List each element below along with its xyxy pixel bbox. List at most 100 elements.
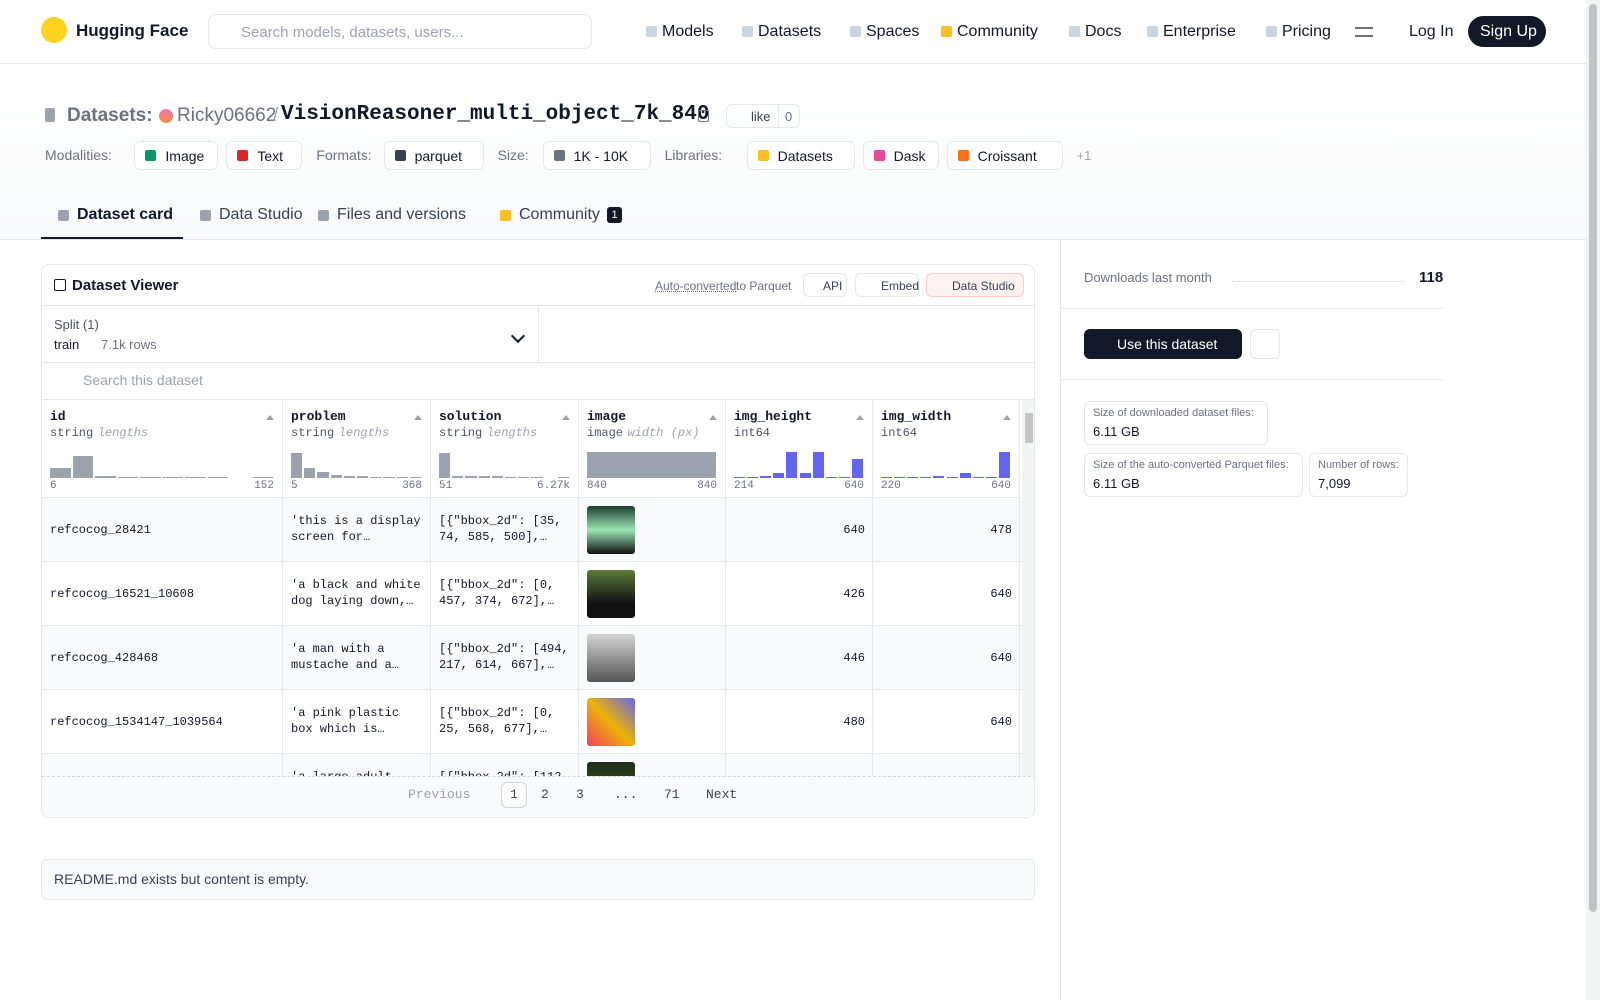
menu-icon[interactable] bbox=[1355, 27, 1373, 37]
column-header[interactable]: id string lengths 6 152 bbox=[42, 400, 283, 498]
viewer-button[interactable]: Embed bbox=[855, 273, 919, 297]
table-row[interactable] bbox=[42, 626, 1022, 690]
column-header[interactable]: solution string lengths 51 6.27k bbox=[431, 400, 579, 498]
scrollbar-thumb[interactable] bbox=[1025, 413, 1033, 443]
cell[interactable]: 'a large adult bbox=[291, 769, 423, 776]
cell[interactable]: refcocog_16521_10608 bbox=[50, 587, 195, 601]
page-link[interactable]: Next bbox=[706, 787, 738, 802]
tag-label[interactable]: Dask bbox=[893, 148, 926, 164]
viewer-button-label[interactable]: Data Studio bbox=[952, 279, 1015, 293]
split-chevron[interactable] bbox=[510, 328, 526, 344]
split-value[interactable]: train bbox=[54, 337, 80, 352]
sort-icon[interactable] bbox=[266, 411, 274, 420]
tag[interactable]: Text bbox=[226, 141, 303, 170]
search-box[interactable]: Search models, datasets, users... bbox=[208, 14, 592, 49]
page-link[interactable]: Previous bbox=[408, 787, 471, 802]
search-placeholder[interactable]: Search models, datasets, users... bbox=[241, 24, 464, 41]
nav-link[interactable]: Spaces bbox=[866, 23, 920, 40]
owner[interactable]: Ricky06662 bbox=[177, 105, 277, 126]
tag[interactable]: Croissant bbox=[946, 141, 1063, 170]
sort-icon[interactable] bbox=[1003, 411, 1011, 420]
thumbnail[interactable] bbox=[587, 570, 635, 618]
tab[interactable]: Community bbox=[519, 206, 600, 223]
scrollbar-page-thumb[interactable] bbox=[1589, 4, 1597, 912]
tag[interactable]: parquet bbox=[383, 141, 484, 170]
tab[interactable]: Dataset card bbox=[77, 206, 174, 223]
cell[interactable]: [{"bbox_2d": [494, 217, 614, 667],… bbox=[439, 642, 569, 672]
thumbnail[interactable] bbox=[587, 698, 635, 746]
signup-label[interactable]: Sign Up bbox=[1480, 23, 1537, 40]
thumbnail[interactable] bbox=[587, 634, 635, 682]
tag-label[interactable]: Text bbox=[257, 148, 284, 164]
viewer-search[interactable]: Search this dataset bbox=[83, 372, 203, 388]
viewer-button-label[interactable]: Embed bbox=[881, 279, 920, 293]
cell[interactable]: [{"bbox_2d": [35, 74, 585, 500],… bbox=[439, 514, 562, 544]
table-row[interactable] bbox=[42, 498, 1022, 562]
cell[interactable]: 480 bbox=[843, 715, 865, 729]
table-row[interactable] bbox=[42, 754, 1022, 776]
cell[interactable]: [{"bbox_2d": [112, bbox=[439, 769, 571, 776]
auto-converted[interactable]: Auto-converted bbox=[655, 279, 737, 293]
viewer-button-label[interactable]: API bbox=[823, 279, 843, 293]
cell[interactable]: 640 bbox=[990, 715, 1012, 729]
column-header[interactable]: img_width int64 220 640 bbox=[873, 400, 1020, 498]
tag[interactable]: Image bbox=[134, 141, 219, 170]
nav-link[interactable]: Datasets bbox=[758, 23, 822, 40]
cell[interactable]: refcocog_28421 bbox=[50, 523, 151, 537]
like-button[interactable]: like 0 bbox=[726, 104, 800, 128]
cell[interactable]: refcocog_1534147_1039564 bbox=[50, 715, 223, 729]
sort-icon[interactable] bbox=[414, 411, 422, 420]
login[interactable]: Log In bbox=[1409, 23, 1454, 40]
cell[interactable]: 426 bbox=[843, 587, 865, 601]
nav-link[interactable]: Models bbox=[662, 23, 714, 40]
column-header[interactable]: problem string lengths 5 368 bbox=[283, 400, 431, 498]
cell[interactable]: 'a man with a mustache and a… bbox=[291, 642, 400, 672]
table-row[interactable] bbox=[42, 562, 1022, 626]
cell[interactable]: 'a black and white dog laying down,… bbox=[291, 578, 421, 608]
tag-label[interactable]: parquet bbox=[414, 148, 463, 164]
viewer-button[interactable]: Data Studio bbox=[926, 273, 1024, 297]
tab[interactable]: Data Studio bbox=[219, 206, 303, 223]
sort-icon[interactable] bbox=[709, 411, 717, 420]
copy-icon[interactable] bbox=[698, 110, 709, 122]
more-button[interactable] bbox=[1250, 329, 1280, 359]
thumbnail[interactable] bbox=[587, 762, 635, 776]
cell[interactable]: 640 bbox=[990, 651, 1012, 665]
like-label[interactable]: like bbox=[751, 109, 771, 124]
page-link[interactable]: 1 bbox=[501, 782, 527, 808]
signup-button[interactable]: Sign Up bbox=[1468, 16, 1546, 47]
tag-label[interactable]: 1K - 10K bbox=[573, 148, 629, 164]
column-header[interactable]: img_height int64 214 640 bbox=[726, 400, 873, 498]
cell[interactable]: [{"bbox_2d": [0, 25, 568, 677],… bbox=[439, 706, 555, 736]
cell[interactable]: [{"bbox_2d": [0, 457, 374, 672],… bbox=[439, 578, 555, 608]
nav-link[interactable]: Docs bbox=[1085, 23, 1122, 40]
sort-icon[interactable] bbox=[562, 411, 570, 420]
viewer-button[interactable]: API bbox=[803, 273, 847, 297]
thumbnail[interactable] bbox=[587, 506, 635, 554]
cell[interactable]: 640 bbox=[990, 587, 1012, 601]
tag[interactable]: 1K - 10K bbox=[542, 141, 651, 170]
page-link[interactable]: 3 bbox=[576, 787, 584, 802]
tag-label[interactable]: Datasets bbox=[777, 148, 833, 164]
tab[interactable]: Files and versions bbox=[337, 206, 466, 223]
brand[interactable]: Hugging Face bbox=[76, 21, 189, 40]
cell[interactable]: 'this is a display screen for… bbox=[291, 514, 421, 544]
page-link[interactable]: 71 bbox=[664, 787, 680, 802]
table-row[interactable] bbox=[42, 690, 1022, 754]
nav-link[interactable]: Enterprise bbox=[1163, 23, 1236, 40]
cell[interactable]: 'a pink plastic box which is… bbox=[291, 706, 400, 736]
tag[interactable]: Dask bbox=[862, 141, 939, 170]
page-link[interactable]: 2 bbox=[541, 787, 549, 802]
cell[interactable]: 640 bbox=[843, 523, 865, 537]
cell[interactable]: refcocog_428468 bbox=[50, 651, 159, 665]
nav-link[interactable]: Community bbox=[957, 23, 1038, 40]
tag-label[interactable]: Image bbox=[165, 148, 205, 164]
page-link[interactable]: ... bbox=[614, 787, 638, 802]
use-dataset-label[interactable]: Use this dataset bbox=[1117, 336, 1218, 352]
column-header[interactable]: image image width (px) 840 840 bbox=[579, 400, 726, 498]
tag-label[interactable]: Croissant bbox=[977, 148, 1037, 164]
tag[interactable]: Datasets bbox=[746, 141, 855, 170]
sort-icon[interactable] bbox=[856, 411, 864, 420]
tag-more[interactable]: +1 bbox=[1076, 148, 1092, 163]
cell[interactable]: 446 bbox=[843, 651, 865, 665]
